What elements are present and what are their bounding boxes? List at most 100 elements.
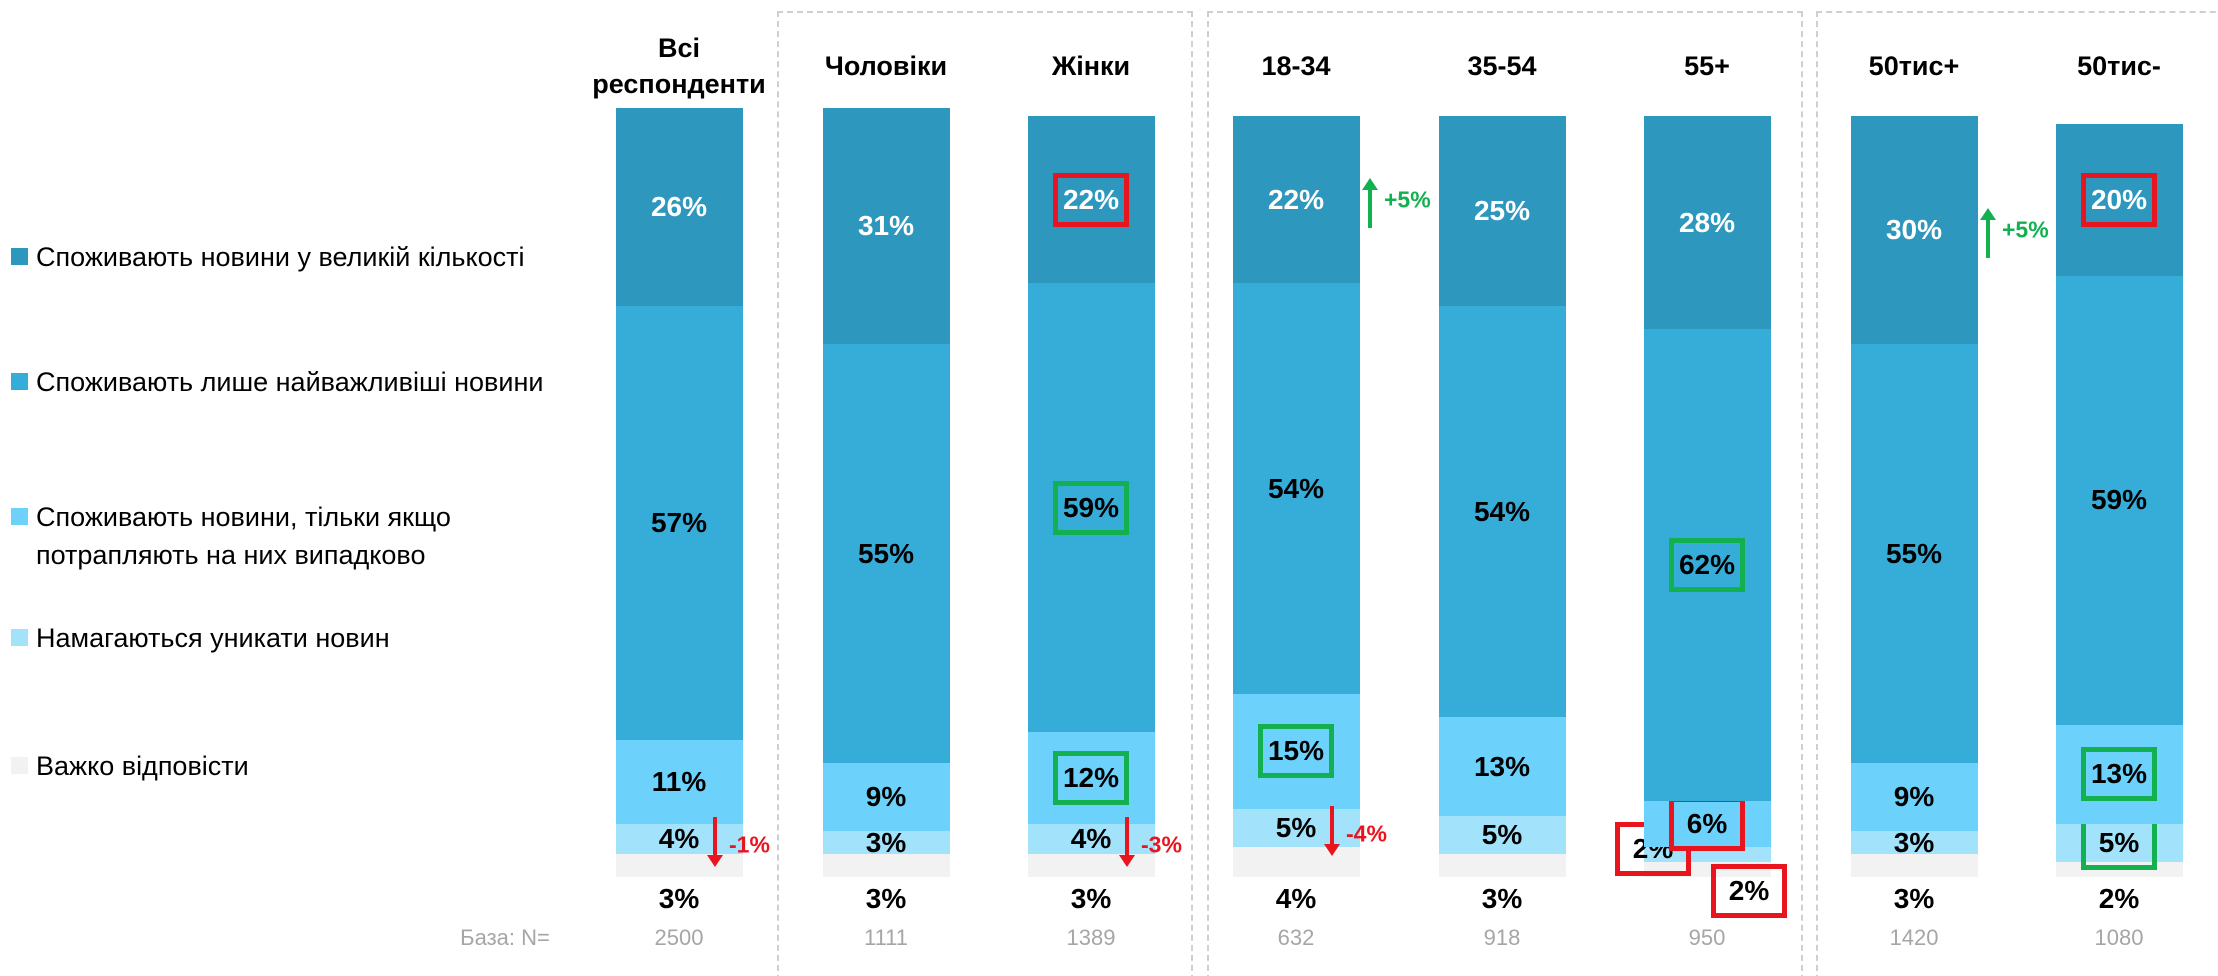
group-frame — [1816, 11, 2218, 976]
legend-swatch — [11, 373, 28, 390]
bar-segment — [1438, 717, 1566, 817]
bar-segment — [2055, 275, 2183, 725]
bar-segment — [1232, 116, 1360, 284]
bar-segment — [1850, 854, 1978, 877]
bar-segment — [1850, 762, 1978, 832]
annotation-text: +5% — [2002, 216, 2049, 243]
value-label: 9% — [1893, 781, 1935, 813]
bar-segment — [615, 823, 743, 855]
value-label: 5% — [1481, 819, 1523, 851]
category-label: Чоловіки — [824, 51, 948, 81]
value-label: 4% — [1070, 822, 1112, 854]
base-n: 918 — [1483, 925, 1521, 950]
bar-segment — [1438, 816, 1566, 855]
value-label: 5% — [1275, 811, 1317, 843]
bar-segment — [2055, 123, 2183, 276]
value-label: 4% — [658, 822, 700, 854]
value-label: 9% — [865, 781, 907, 813]
base-n: 1389 — [1066, 925, 1116, 950]
bar-segment — [1850, 116, 1978, 345]
highlight-box — [1053, 172, 1129, 227]
bar-segment — [822, 831, 950, 855]
bar-segment — [1027, 732, 1155, 824]
annotation-arrow — [1324, 805, 1340, 856]
legend-swatch — [11, 629, 28, 646]
value-label: 54% — [1267, 472, 1325, 504]
base-n: 1080 — [2094, 925, 2144, 950]
base-n: 950 — [1688, 925, 1726, 950]
bar-segment — [1438, 306, 1566, 718]
bar-segment — [2055, 724, 2183, 824]
bar-segment — [1232, 808, 1360, 847]
value-label: 13% — [2090, 758, 2148, 790]
bar-segment — [615, 740, 743, 824]
highlight-box — [2081, 172, 2157, 227]
base-n: 2500 — [654, 925, 704, 950]
value-label: 22% — [1062, 183, 1120, 215]
bar-segment — [1027, 823, 1155, 855]
bar-segment — [1850, 831, 1978, 855]
value-label: 3% — [865, 826, 907, 858]
value-label: 55% — [857, 537, 915, 569]
value-label: 26% — [650, 191, 708, 223]
base-n: 632 — [1277, 925, 1315, 950]
value-label: 3% — [658, 883, 700, 914]
category-label: Жінки — [1051, 51, 1131, 81]
category-label: 18-34 — [1261, 51, 1331, 81]
value-label: 62% — [1678, 548, 1736, 580]
value-label: 25% — [1473, 195, 1531, 227]
base-n: 1111 — [863, 925, 909, 950]
value-label: 57% — [650, 507, 708, 539]
annotation-arrow — [1362, 177, 1378, 228]
value-label: 30% — [1885, 214, 1943, 246]
category-label: Всі респонденти — [592, 33, 766, 99]
legend-label: Споживають новини, тільки якщо потрапляю… — [36, 502, 451, 570]
bar-segment — [1232, 694, 1360, 809]
highlight-box — [1053, 751, 1129, 806]
value-label: 55% — [1885, 537, 1943, 569]
value-label: 11% — [651, 765, 707, 797]
bar-segment — [822, 762, 950, 832]
value-label: 3% — [1893, 883, 1935, 914]
legend-label: Важко відповісти — [36, 751, 249, 781]
annotation-arrow — [1119, 816, 1135, 867]
value-label: 12% — [1062, 762, 1120, 794]
value-label: 3% — [1893, 826, 1935, 858]
value-label: 31% — [857, 210, 915, 242]
legend-item: Споживають новини у великій кількості — [11, 238, 571, 276]
value-label: 15% — [1267, 735, 1325, 767]
legend-item: Споживають новини, тільки якщо потрапляю… — [11, 498, 571, 574]
value-label: 28% — [1678, 206, 1736, 238]
value-label: 2% — [1728, 875, 1770, 906]
bar-segment — [1850, 344, 1978, 763]
legend-item: Важко відповісти — [11, 747, 571, 785]
category-label: 50тис- — [2077, 51, 2161, 81]
legend-item: Споживають лише найважливіші новини — [11, 363, 571, 401]
group-frame — [777, 11, 1193, 976]
base-n: 1420 — [1889, 925, 1939, 950]
bar-segment — [822, 108, 950, 345]
legend-swatch — [11, 248, 28, 265]
bar-segment — [1643, 800, 1771, 847]
annotation-text: +5% — [1384, 186, 1431, 213]
bar-segment — [1643, 116, 1771, 330]
highlight-box — [2081, 747, 2157, 802]
legend-item: Намагаються уникати новин — [11, 619, 571, 657]
bar-segment — [2055, 823, 2183, 862]
annotation-text: -4% — [1346, 820, 1387, 847]
value-label: 6% — [1686, 807, 1728, 839]
bar-segment — [1438, 854, 1566, 877]
legend-label: Споживають новини у великій кількості — [36, 242, 525, 272]
group-frame — [1207, 11, 1803, 976]
legend-swatch — [11, 757, 28, 774]
bar-segment — [822, 344, 950, 763]
annotation-arrow — [1980, 208, 1996, 259]
value-label: 59% — [1062, 491, 1120, 523]
value-label: 59% — [2090, 484, 2148, 516]
highlight-box — [1711, 864, 1787, 918]
bar-segment — [1438, 116, 1566, 307]
annotation-text: -3% — [1141, 831, 1182, 858]
value-label: 13% — [1473, 750, 1531, 782]
annotation-arrow — [707, 816, 723, 867]
